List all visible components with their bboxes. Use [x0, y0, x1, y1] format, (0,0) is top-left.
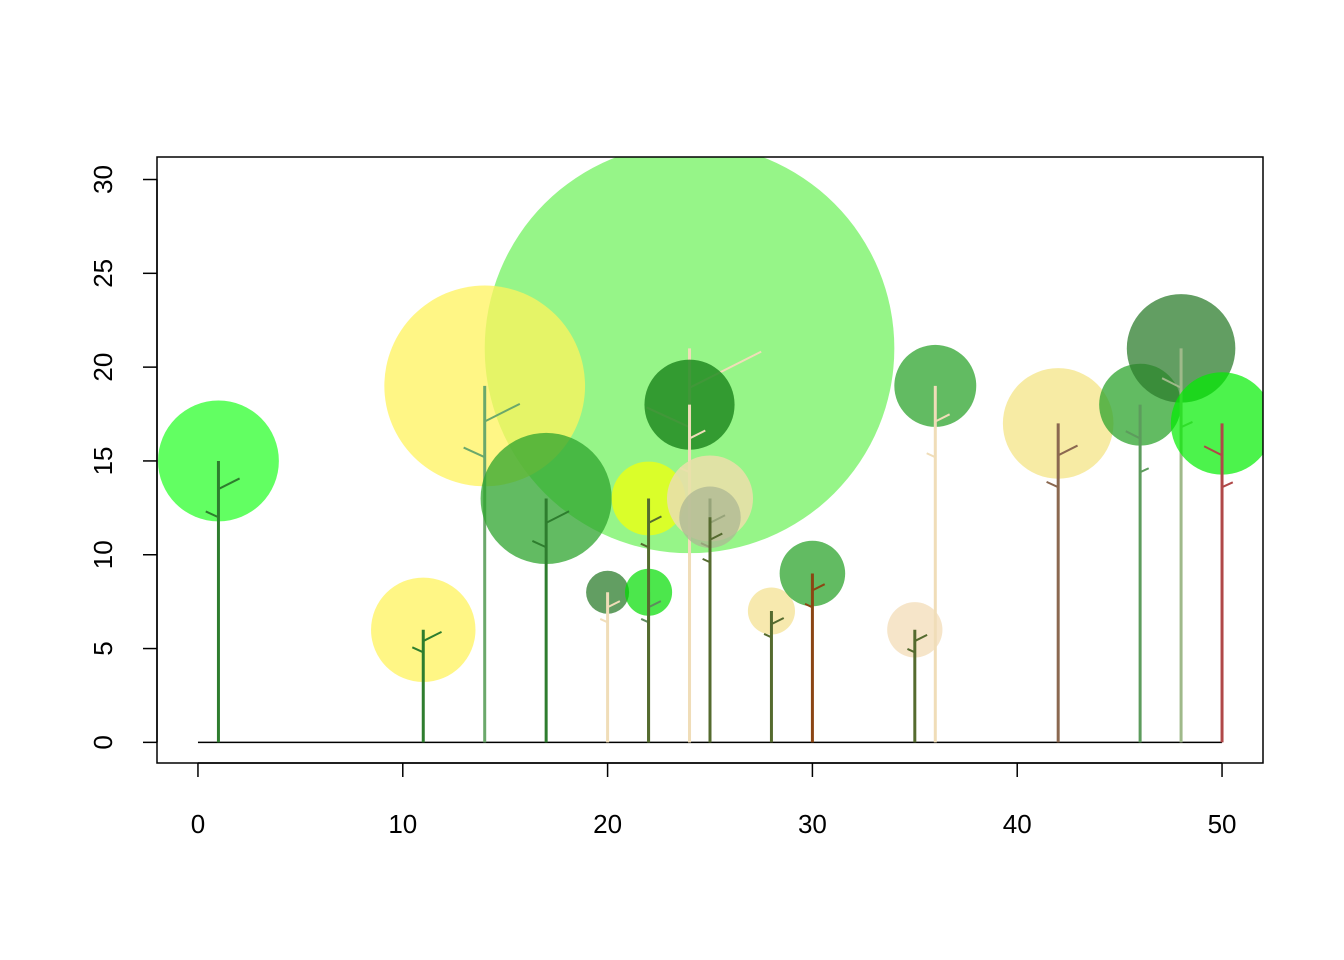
tree [644, 359, 735, 743]
tree [1170, 372, 1263, 743]
tree-branch [1046, 480, 1059, 489]
x-axis: 0 10 20 30 40 50 [191, 762, 1237, 839]
tree-branch [770, 617, 785, 626]
tree [371, 577, 476, 743]
tree-branch [648, 515, 662, 524]
tree-branch [689, 429, 706, 440]
tree-branch [1161, 377, 1182, 389]
tree-branch [640, 542, 649, 549]
tree-branch [1203, 445, 1223, 457]
x-tick-label: 10 [388, 809, 417, 839]
tree [1099, 363, 1182, 743]
y-tick-label: 20 [88, 353, 118, 382]
tree-branch [648, 600, 662, 609]
tree-branch [531, 540, 547, 549]
tree-branch [709, 532, 723, 541]
tree [1126, 294, 1236, 743]
tree-branch [702, 557, 711, 564]
tree [747, 587, 795, 743]
y-tick-label: 30 [88, 165, 118, 194]
tree-branch [217, 477, 241, 490]
tree [611, 461, 686, 743]
tree-branch [1057, 444, 1078, 457]
tree-branch [907, 648, 916, 654]
y-tick-label: 10 [88, 540, 118, 569]
y-tick-label: 5 [88, 641, 118, 655]
tree [894, 344, 977, 743]
tree [586, 570, 630, 743]
y-axis: 0 5 10 15 20 25 30 [88, 165, 158, 750]
tree-branch [463, 446, 486, 459]
tree-branch [926, 452, 936, 459]
tree-crown [887, 602, 943, 658]
tree-branch [484, 402, 521, 423]
tree-branch [607, 600, 621, 609]
tree [158, 400, 279, 743]
x-tick-label: 30 [798, 809, 827, 839]
tree [679, 486, 741, 743]
tree-branch [1125, 430, 1141, 440]
tree-branch [599, 618, 609, 624]
y-tick-label: 15 [88, 446, 118, 475]
tree [1002, 368, 1114, 743]
tree-branch [422, 630, 442, 642]
tree-branch [205, 510, 219, 519]
x-tick-label: 40 [1003, 809, 1032, 839]
tree-crown [779, 540, 846, 607]
tree-branch [1221, 481, 1234, 489]
tree-branch [763, 633, 772, 639]
tree-branch [914, 633, 928, 642]
x-tick-label: 0 [191, 809, 205, 839]
x-tick-label: 50 [1208, 809, 1237, 839]
y-tick-label: 0 [88, 735, 118, 749]
tree-branch [411, 646, 424, 654]
tree [480, 432, 612, 743]
tree-branch [545, 510, 570, 524]
trees-layer [158, 157, 1263, 744]
tree [887, 602, 943, 743]
y-tick-label: 25 [88, 259, 118, 288]
tree-branch [934, 413, 951, 423]
tree [779, 540, 846, 743]
tree-branch [811, 583, 826, 592]
tree-branch [804, 602, 813, 609]
tree-crown [1170, 372, 1263, 475]
tree-branch [1139, 467, 1150, 474]
x-tick-label: 20 [593, 809, 622, 839]
